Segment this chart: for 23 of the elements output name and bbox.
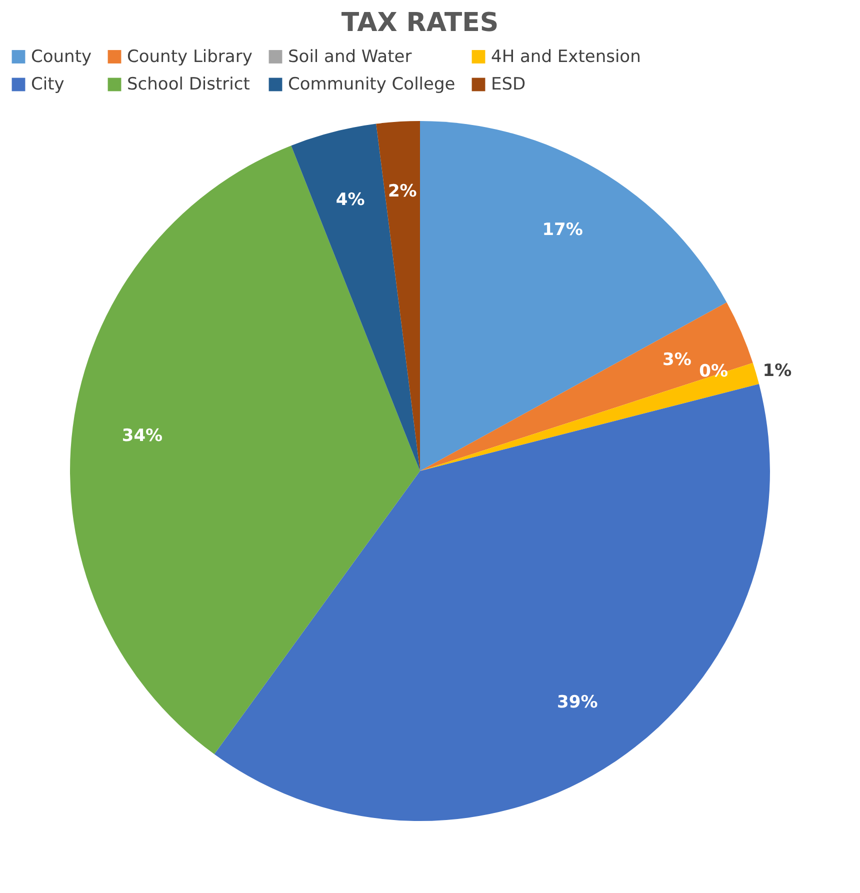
pie-slice [214, 384, 770, 821]
pie-slice [70, 146, 420, 754]
legend-label: School District [127, 74, 250, 94]
data-label: 2% [388, 182, 417, 202]
legend-label: ESD [491, 74, 526, 94]
pie-slice [420, 121, 727, 471]
legend-label: County Library [127, 46, 252, 67]
data-label: 34% [122, 426, 163, 446]
legend-label: City [31, 74, 64, 94]
data-label: 4% [336, 190, 365, 210]
data-label: 39% [557, 692, 598, 713]
data-label: 1% [762, 361, 792, 382]
chart-title: TAX RATES [341, 8, 499, 38]
legend-label: Community College [288, 74, 456, 94]
pie-slice [420, 302, 753, 471]
legend-label: Soil and Water [288, 46, 412, 67]
legend-label: County [31, 46, 92, 67]
legend-label: 4H and Extension [491, 46, 641, 67]
text: 0% [699, 362, 728, 382]
data-label: 17% [542, 220, 583, 240]
data-label: 3% [662, 350, 692, 370]
pie-slice [376, 121, 420, 471]
pie-slice [291, 124, 420, 471]
